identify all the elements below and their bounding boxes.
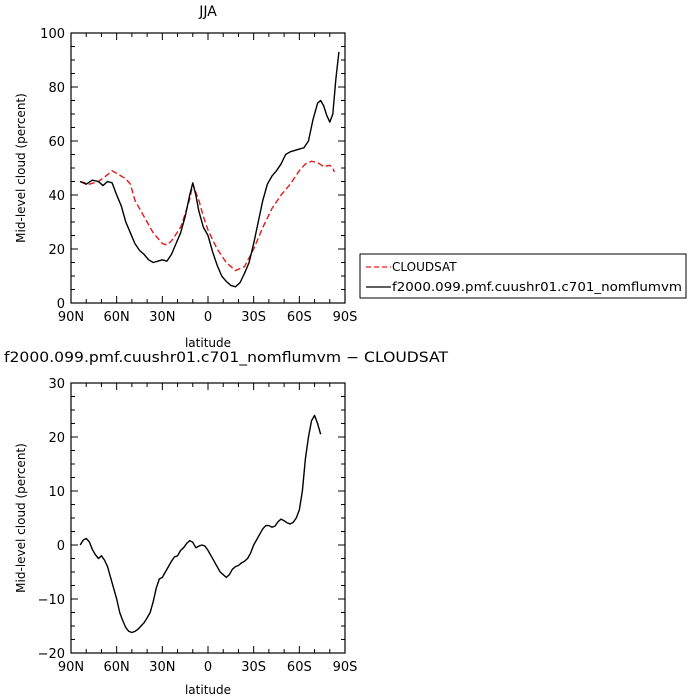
top-chart-title: JJA (198, 4, 217, 20)
y-tick-label: 20 (48, 243, 65, 258)
y-tick-label: 20 (48, 431, 65, 446)
top-tick-labels: 90N 60N 30N 0 30S 60S 90S 0 20 40 60 80 100 (40, 27, 357, 325)
x-tick-label: 0 (204, 660, 212, 675)
x-tick-label: 90N (58, 310, 84, 325)
x-tick-label: 30S (241, 310, 266, 325)
y-tick-label: −10 (38, 593, 65, 608)
y-tick-label: −20 (38, 647, 65, 662)
y-tick-label: 0 (57, 297, 65, 312)
y-tick-label: 0 (57, 539, 65, 554)
legend-label-cloudsat: CLOUDSAT (392, 260, 457, 274)
y-tick-label: 100 (40, 27, 65, 42)
x-tick-label: 90S (333, 310, 358, 325)
x-tick-label: 60N (104, 660, 130, 675)
x-tick-label: 30N (149, 660, 175, 675)
series-line-0-0 (79, 160, 335, 272)
top-plot-frame (70, 32, 346, 304)
bottom-plot-frame (70, 382, 346, 654)
x-tick-label: 90S (333, 660, 358, 675)
x-tick-label: 60N (104, 310, 130, 325)
top-axis-ticks (70, 32, 346, 304)
top-panel: JJA 90N 60N 30N 0 30S 60S 90S 0 20 40 60 80 100 lati… (14, 4, 357, 350)
x-tick-label: 60S (287, 660, 312, 675)
legend: CLOUDSAT f2000.099.pmf.cuushr01.c701_nom… (359, 253, 687, 299)
bottom-series-layer (79, 414, 322, 634)
bottom-panel: f2000.099.pmf.cuushr01.c701_nomflumvm − … (4, 350, 448, 697)
y-tick-label: 40 (48, 189, 65, 204)
bottom-x-axis-label: latitude (185, 683, 231, 697)
y-tick-label: 30 (48, 377, 65, 392)
bottom-axis-ticks (70, 382, 346, 654)
top-x-axis-label: latitude (185, 336, 231, 350)
x-tick-label: 30S (241, 660, 266, 675)
series-line-0-1 (79, 51, 340, 288)
top-y-axis-label: Mid-level cloud (percent) (14, 93, 28, 243)
y-tick-label: 80 (48, 81, 65, 96)
bottom-chart-title: f2000.099.pmf.cuushr01.c701_nomflumvm − … (4, 350, 448, 366)
x-tick-label: 90N (58, 660, 84, 675)
x-tick-label: 30N (149, 310, 175, 325)
legend-box (359, 253, 687, 299)
y-tick-label: 60 (48, 135, 65, 150)
legend-label-model: f2000.099.pmf.cuushr01.c701_nomflumvm (392, 280, 682, 294)
bottom-y-axis-label: Mid-level cloud (percent) (14, 443, 28, 593)
x-tick-label: 0 (204, 310, 212, 325)
y-tick-label: 10 (48, 485, 65, 500)
top-series-layer (79, 51, 340, 288)
series-line-1-0 (79, 414, 322, 634)
x-tick-label: 60S (287, 310, 312, 325)
bottom-tick-labels: 90N 60N 30N 0 30S 60S 90S −20 −10 0 10 20 30 (38, 377, 358, 675)
